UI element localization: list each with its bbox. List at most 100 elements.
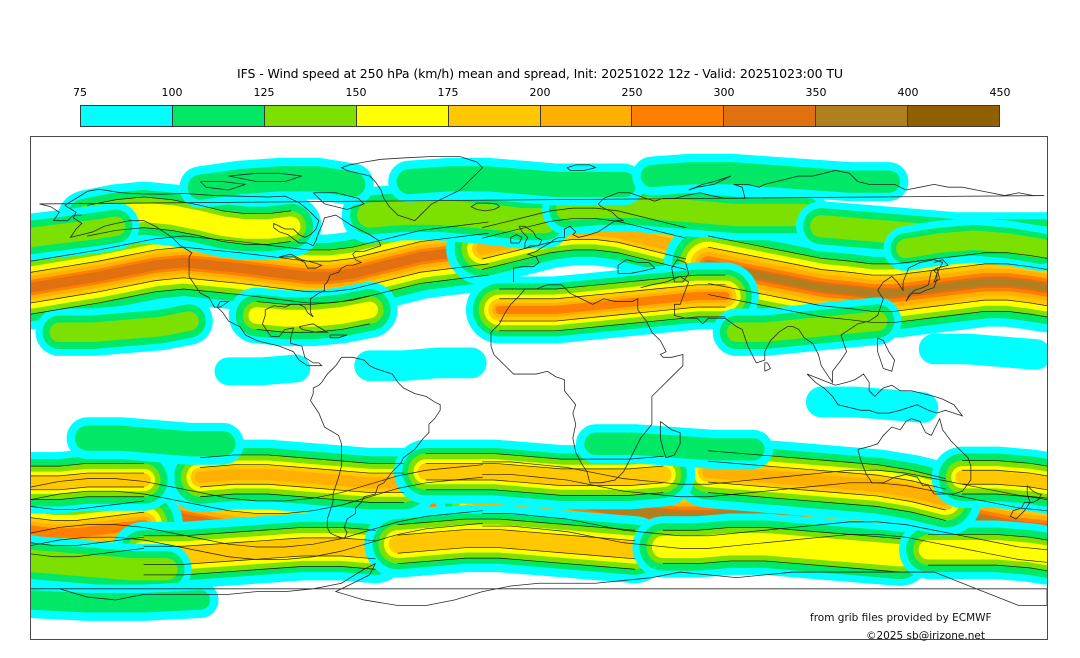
colorbar-tick-175: 175 [437, 86, 459, 99]
map-canvas [31, 153, 1047, 621]
coastline-path [617, 259, 656, 275]
wind-band-300-350 [31, 243, 494, 293]
colorbar-band-200-250 [540, 106, 633, 126]
wind-contour-line [482, 239, 687, 260]
wind-contour-line [31, 476, 483, 514]
coastline-path [200, 181, 246, 191]
coastline-path [329, 334, 348, 339]
colorbar: 75 100 125 150 175 200 250 300 350 400 450 [73, 86, 1011, 128]
wind-contour-line [397, 518, 636, 531]
wind-contour-line [143, 555, 376, 565]
wind-contour-line [200, 464, 404, 474]
colorbar-tick-125: 125 [253, 86, 275, 99]
colorbar-band-175-200 [448, 106, 541, 126]
colorbar-tick-250: 250 [621, 86, 643, 99]
wind-contour-line [397, 529, 636, 542]
colorbar-band-125-150 [264, 106, 357, 126]
wind-contour-line [928, 534, 1047, 541]
wind-contour-line [397, 557, 636, 570]
coastline-path [857, 417, 972, 495]
wind-contour-line [708, 492, 946, 521]
wind-band-175-200 [31, 473, 151, 490]
wind-band-125-150 [31, 216, 126, 248]
wind-band-75-100 [214, 354, 311, 386]
colorbar-tick-400: 400 [897, 86, 919, 99]
coastline-path [228, 172, 303, 183]
map-panel [30, 136, 1048, 640]
wind-contour-line [31, 472, 145, 477]
wind-band-125-150 [357, 199, 558, 234]
wind-band-175-200 [417, 463, 672, 486]
coastline-path [1009, 485, 1042, 520]
wind-contour-line [31, 548, 145, 558]
colorbar-band-400-450 [908, 106, 1000, 126]
coastline-path [310, 356, 441, 540]
colorbar-band-100-125 [172, 106, 265, 126]
wind-contour-line [482, 249, 687, 270]
wind-contour-line [482, 207, 687, 228]
wind-contour-line [31, 536, 145, 546]
wind-band-125-150 [556, 195, 816, 227]
chart-title: IFS - Wind speed at 250 hPa (km/h) mean … [237, 66, 843, 81]
wind-contour-line [482, 513, 1047, 551]
wind-band-100-125 [640, 162, 901, 193]
wind-band-75-100 [354, 347, 487, 382]
wind-contour-line [662, 527, 901, 539]
wind-contour-line [499, 306, 726, 322]
wind-contour-line [31, 263, 489, 304]
wind-band-125-150 [49, 311, 199, 342]
wind-contour-line [256, 295, 370, 305]
coastline-path [340, 156, 484, 222]
wind-contour-line [200, 483, 404, 493]
colorbar-bands [80, 105, 1000, 127]
wind-contour-line [708, 235, 1047, 265]
wind-contour-line [425, 479, 664, 486]
wind-contour-line [708, 294, 1047, 323]
wind-contour-line [962, 460, 1047, 467]
coastline-path [905, 267, 938, 302]
copyright-credit: ©2025 sb@irizone.net [866, 630, 985, 642]
coastline-path [566, 164, 597, 171]
wind-band-125-150 [896, 230, 1047, 259]
wind-band-75-100 [918, 333, 1047, 370]
wind-contour-line [962, 469, 1047, 477]
wind-contour-line [482, 461, 1047, 499]
coastline-path [764, 362, 771, 372]
coastline-path [659, 421, 681, 459]
wind-contour-line [708, 283, 1047, 312]
wind-contour-line [482, 474, 1047, 512]
wind-contour-line [662, 560, 901, 573]
wind-band-150-175 [248, 301, 379, 327]
wind-contour-line [425, 453, 664, 460]
wind-contour-line [708, 481, 946, 511]
wind-band-75-100 [805, 386, 939, 423]
wind-band-150-175 [651, 533, 912, 567]
coastline-path [39, 170, 1045, 283]
wind-contour-line [200, 454, 404, 464]
wind-contour-line [143, 566, 376, 576]
wind-contour-line [482, 525, 1047, 563]
coastline-path [877, 337, 896, 372]
colorbar-tick-200: 200 [529, 86, 551, 99]
colorbar-tick-350: 350 [805, 86, 827, 99]
coastline-path [312, 192, 365, 210]
wind-contour-line [31, 510, 483, 548]
wind-contour-line [31, 496, 145, 500]
wind-band-250-300 [31, 519, 149, 538]
wind-contour-line [31, 511, 145, 521]
coastline-path [518, 225, 543, 249]
wind-contour-line [31, 274, 489, 315]
wind-band-100-125 [74, 425, 236, 457]
coastline-path [671, 259, 690, 283]
wind-contour-line [928, 564, 1047, 572]
wind-speed-field [31, 153, 1047, 621]
coastline-path [640, 259, 949, 384]
colorbar-band-250-300 [632, 106, 725, 126]
wind-contour-line [87, 196, 292, 215]
wind-band-125-150 [726, 311, 888, 342]
wind-band-100-125 [396, 166, 637, 197]
wind-band-250-300 [495, 291, 730, 315]
wind-contour-line [31, 486, 145, 491]
colorbar-band-150-175 [356, 106, 449, 126]
wind-band-100-125 [31, 590, 211, 613]
